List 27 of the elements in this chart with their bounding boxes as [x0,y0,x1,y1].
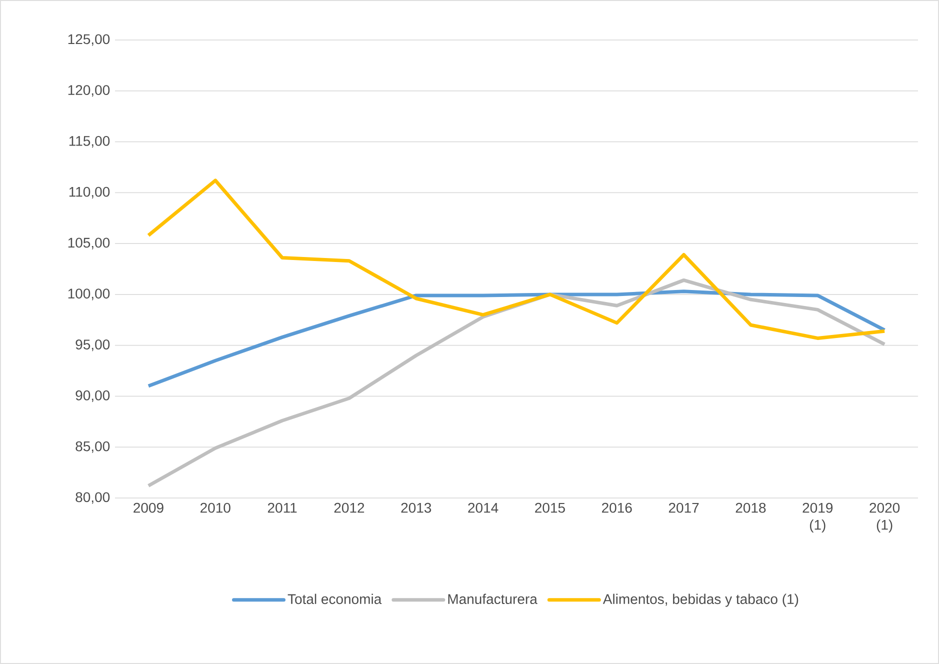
y-tick-label: 115,00 [69,136,110,148]
x-tick-label: 2019 (1) [802,502,833,533]
x-tick-label: 2017 [668,502,699,513]
x-tick-label: 2010 [200,502,230,513]
line-series [146,178,886,340]
x-tick-label: 2018 [736,502,766,513]
x-tick-label: 2012 [334,502,364,513]
y-tick-label: 125,00 [68,34,110,46]
legend-label: Total economia [288,594,382,604]
x-tick-label: 2014 [468,502,498,513]
y-tick-label: 110,00 [69,186,110,198]
x-tick-label: 2013 [401,502,432,513]
legend-label: Manufacturera [448,594,538,604]
x-tick-label: 2009 [134,502,164,513]
line-series [146,290,886,388]
y-tick-label: 90,00 [76,390,110,402]
legend-label: Alimentos, bebidas y tabaco (1) [602,594,798,607]
y-tick-label: 105,00 [68,238,110,250]
y-tick-label: 80,00 [76,492,110,504]
y-tick-label: 120,00 [68,85,110,97]
y-tick-label: 100,00 [68,288,110,300]
x-tick-label: 2011 [268,502,297,513]
y-tick-label: 95,00 [76,340,110,352]
x-tick-label: 2020 (1) [870,502,900,533]
x-tick-label: 2015 [535,502,565,513]
y-tick-label: 85,00 [76,441,110,453]
x-tick-label: 2016 [602,502,632,513]
